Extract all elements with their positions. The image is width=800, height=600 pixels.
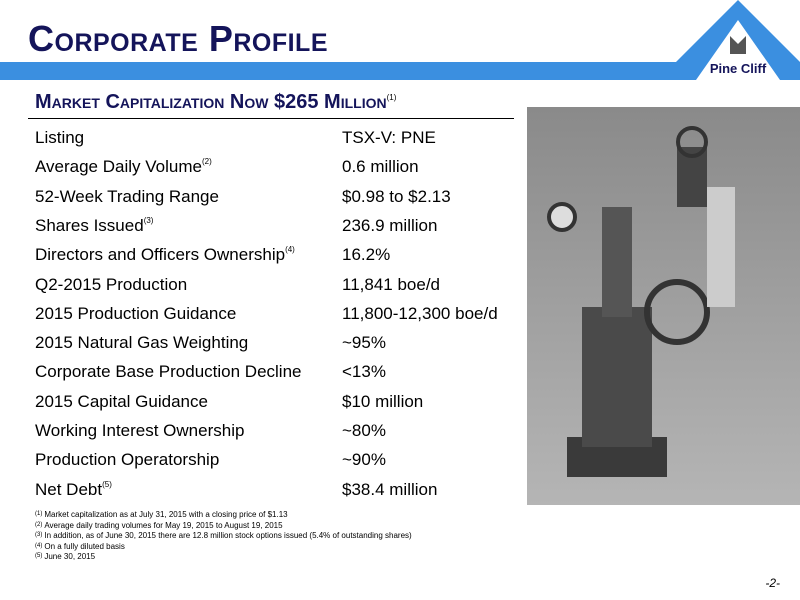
- label: Corporate Base Production Decline: [35, 362, 302, 382]
- row-label: Shares Issued(3): [35, 216, 153, 236]
- photo: [527, 107, 800, 505]
- subtitle-note: (1): [386, 93, 397, 102]
- label: Shares Issued: [35, 215, 144, 235]
- row-value: ~95%: [342, 333, 386, 353]
- row-value: $38.4 million: [342, 479, 438, 499]
- row-label: Directors and Officers Ownership(4): [35, 245, 295, 265]
- note: (5): [102, 479, 112, 489]
- row-label: Average Daily Volume(2): [35, 157, 212, 177]
- label: Directors and Officers Ownership: [35, 245, 286, 265]
- header-band: [0, 62, 800, 80]
- row-label: 2015 Production Guidance: [35, 304, 236, 324]
- footnote: (3) In addition, as of June 30, 2015 ther…: [35, 531, 412, 540]
- row-value: $0.98 to $2.13: [342, 186, 451, 206]
- row-value: ~90%: [342, 450, 386, 470]
- row-label: Production Operatorship: [35, 450, 219, 470]
- label: Working Interest Ownership: [35, 421, 245, 440]
- row-label: Working Interest Ownership: [35, 421, 244, 441]
- logo: Pine Cliff: [676, 0, 800, 80]
- footnote-text: On a fully diluted basis: [44, 541, 125, 551]
- footnote-mark: (3): [35, 532, 43, 538]
- row-value: TSX-V: PNE: [342, 128, 436, 147]
- row-value: $10 million: [342, 391, 424, 411]
- rule: [28, 118, 514, 119]
- footnote-text: In addition, as of June 30, 2015 there a…: [44, 531, 412, 540]
- label: Listing: [35, 128, 85, 147]
- footnote-mark: (1): [35, 511, 43, 517]
- row-label: 2015 Natural Gas Weighting: [35, 333, 248, 353]
- row-value: ~80%: [342, 421, 386, 440]
- label: Production Operatorship: [35, 450, 220, 470]
- row-label: Q2-2015 Production: [35, 275, 187, 295]
- label: 52-Week Trading Range: [35, 186, 219, 206]
- row-value: 16.2%: [342, 245, 391, 265]
- footnote: (1) Market capitalization as at July 31, …: [35, 510, 288, 519]
- row-label: Corporate Base Production Decline: [35, 362, 301, 382]
- label: Net Debt: [35, 479, 103, 499]
- subtitle: Market Capitalization Now $265 Million(1…: [35, 91, 396, 114]
- footnote-mark: (5): [35, 553, 43, 559]
- row-label: Listing: [35, 128, 84, 148]
- label: Average Daily Volume: [35, 157, 202, 177]
- row-value: 11,841 boe/d: [342, 274, 440, 294]
- row-value: <13%: [342, 362, 386, 382]
- footnote: (5) June 30, 2015: [35, 552, 95, 561]
- label: 2015 Capital Guidance: [35, 391, 208, 411]
- logo-text: Pine Cliff: [710, 61, 767, 76]
- row-value: 0.6 million: [342, 157, 419, 177]
- row-label: 2015 Capital Guidance: [35, 392, 208, 412]
- footnote-mark: (2): [35, 521, 43, 528]
- slide-title: Corporate Profile: [28, 18, 328, 59]
- label: 2015 Production Guidance: [35, 303, 237, 323]
- row-value: 236.9 million: [342, 215, 438, 235]
- footnote: (4) On a fully diluted basis: [35, 542, 125, 551]
- note: (2): [201, 157, 212, 167]
- footnote: (2) Average daily trading volumes for May…: [35, 521, 283, 530]
- footnote-text: Market capitalization as at July 31, 201…: [44, 510, 288, 519]
- page-number: -2-: [765, 576, 780, 590]
- footnote-text: June 30, 2015: [44, 552, 96, 561]
- note: (3): [143, 215, 154, 225]
- note: (4): [285, 245, 295, 255]
- footnote-mark: (4): [35, 542, 43, 549]
- row-label: 52-Week Trading Range: [35, 187, 219, 207]
- label: Q2-2015 Production: [35, 274, 188, 294]
- subtitle-text: Market Capitalization Now $265 Million: [35, 91, 387, 113]
- row-value: 11,800-12,300 boe/d: [342, 303, 498, 323]
- row-label: Net Debt(5): [35, 480, 112, 500]
- footnote-text: Average daily trading volumes for May 19…: [44, 520, 283, 530]
- label: 2015 Natural Gas Weighting: [35, 333, 249, 353]
